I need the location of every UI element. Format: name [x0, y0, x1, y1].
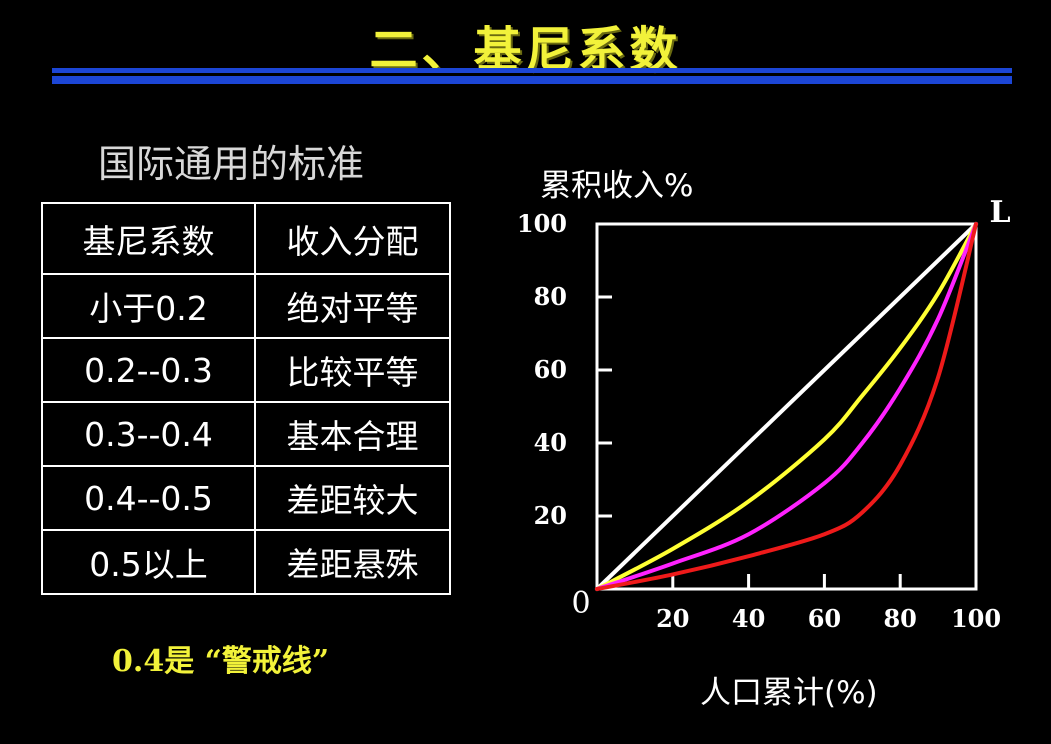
table-row: 0.5以上 差距悬殊: [41, 529, 451, 595]
y-axis-label: 累积收入%: [540, 168, 694, 204]
warning-line-note: 0.4是 “警戒线”: [112, 644, 330, 679]
table-row: 0.2--0.3 比较平等: [41, 337, 451, 403]
table-cell-range: 0.3--0.4: [41, 401, 256, 467]
table-cell-level: 差距较大: [254, 465, 451, 531]
x-axis-label: 人口累计(%): [700, 675, 878, 711]
table-cell-range: 0.4--0.5: [41, 465, 256, 531]
corner-label-l: L: [989, 195, 1010, 230]
y-tick-label: 20: [534, 501, 567, 530]
y-tick-label: 60: [534, 355, 567, 384]
table-cell-range: 0.5以上: [41, 529, 256, 595]
x-tick-label: 20: [656, 604, 689, 633]
table-row: 0.4--0.5 差距较大: [41, 465, 451, 531]
title-divider-bottom: [52, 76, 1012, 84]
table-header-gini: 基尼系数: [41, 202, 256, 275]
table-header-row: 基尼系数 收入分配: [41, 202, 451, 275]
plot-frame: [595, 222, 978, 591]
table-cell-level: 绝对平等: [254, 273, 451, 339]
x-tick-label: 60: [808, 604, 841, 633]
standard-subtitle: 国际通用的标准: [98, 142, 365, 186]
table-cell-level: 比较平等: [254, 337, 451, 403]
x-tick-label: 100: [951, 604, 1001, 633]
y-tick-label: 80: [534, 282, 567, 311]
series-line-2: [595, 222, 978, 591]
table-header-distribution: 收入分配: [254, 202, 451, 275]
x-tick-label: 40: [732, 604, 765, 633]
y-tick-label: 100: [517, 209, 567, 238]
origin-label: 0: [571, 586, 590, 621]
y-tick-label: 40: [534, 428, 567, 457]
series-line-3: [595, 222, 978, 591]
table-cell-level: 差距悬殊: [254, 529, 451, 595]
table-row: 0.3--0.4 基本合理: [41, 401, 451, 467]
table-row: 小于0.2 绝对平等: [41, 273, 451, 339]
table-cell-level: 基本合理: [254, 401, 451, 467]
table-cell-range: 小于0.2: [41, 273, 256, 339]
table-cell-range: 0.2--0.3: [41, 337, 256, 403]
series-line-1: [595, 222, 978, 591]
x-tick-label: 80: [883, 604, 916, 633]
title-divider-top: [52, 68, 1012, 73]
series-line-0: [595, 222, 978, 591]
gini-standard-table: 基尼系数 收入分配 小于0.2 绝对平等 0.2--0.3 比较平等 0.3--…: [41, 202, 451, 595]
